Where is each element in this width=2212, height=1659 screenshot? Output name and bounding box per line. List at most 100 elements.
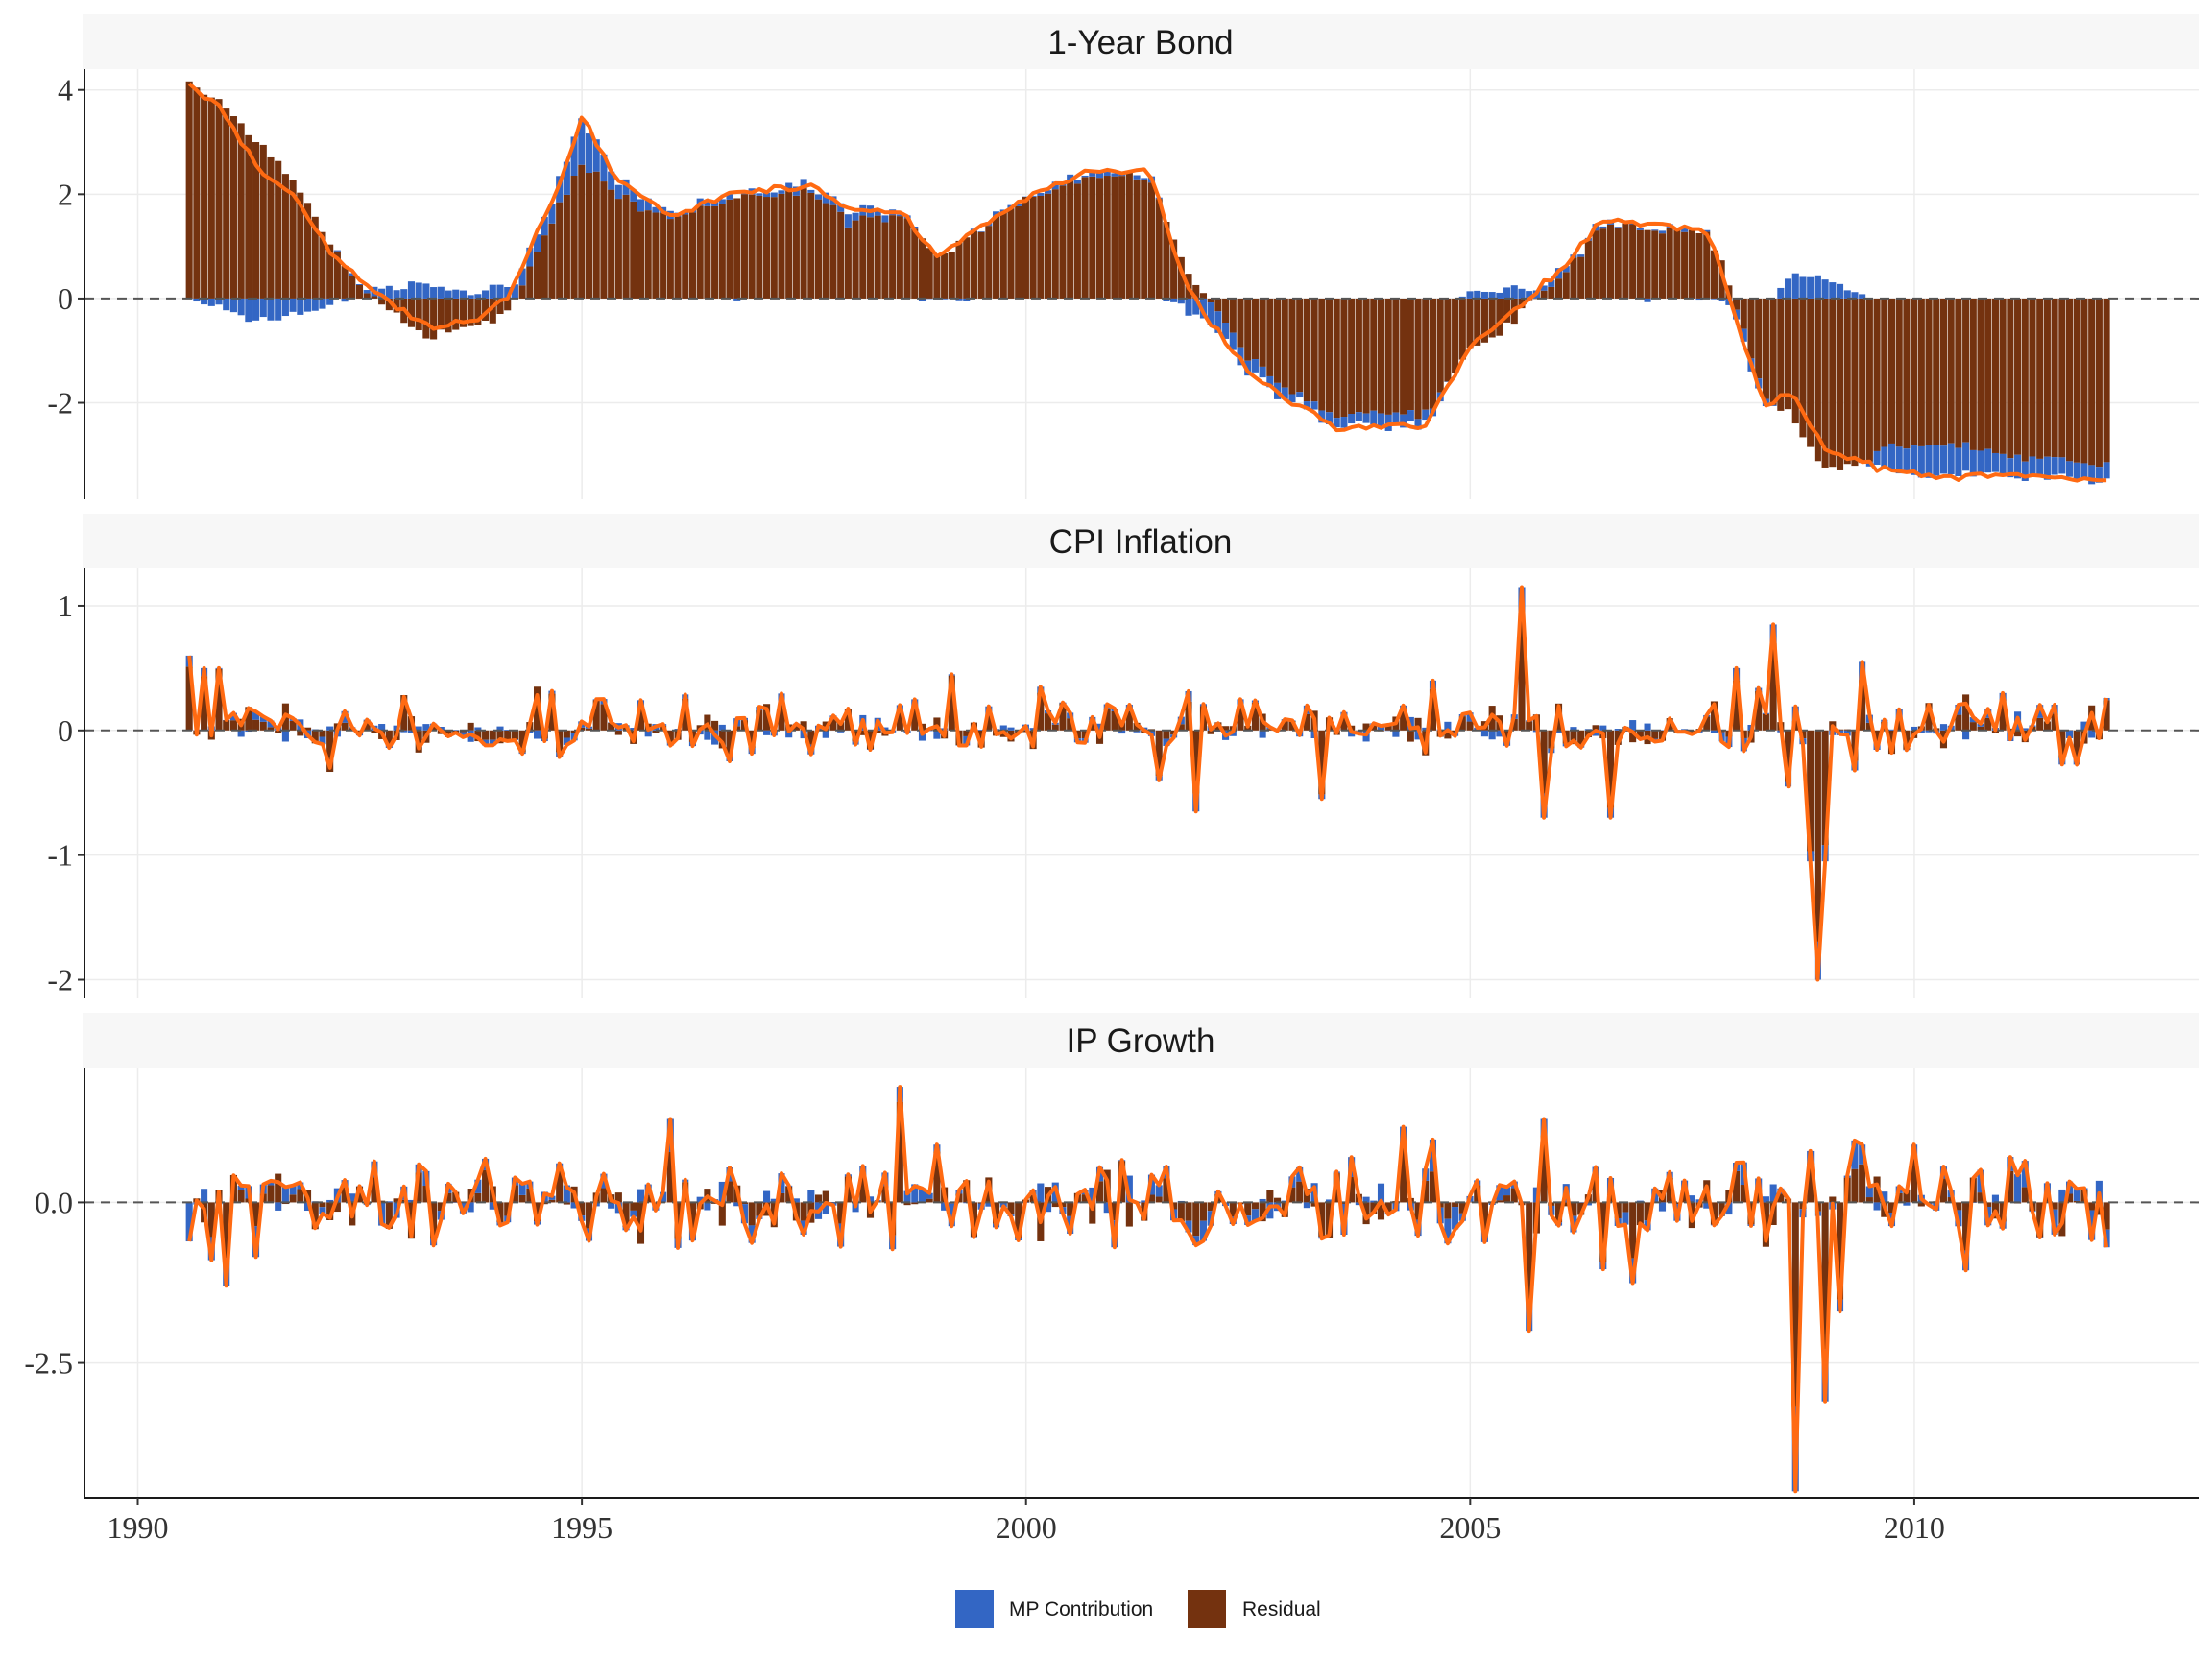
bar-residual xyxy=(1510,1188,1518,1203)
bar-residual xyxy=(2043,721,2051,731)
bar-residual xyxy=(1362,298,1370,414)
panel-title-ip: IP Growth xyxy=(1067,1022,1215,1060)
bar-residual xyxy=(511,1185,518,1203)
bar-residual xyxy=(926,1198,933,1203)
bar-mp xyxy=(999,725,1007,731)
bar-residual xyxy=(349,276,356,299)
bar-residual xyxy=(874,730,881,733)
bar-residual xyxy=(2073,730,2080,757)
bar-mp xyxy=(2021,728,2029,731)
bar-residual xyxy=(1444,1202,1452,1219)
bar-mp xyxy=(1458,296,1466,299)
bar-residual xyxy=(1681,231,1689,299)
bar-residual xyxy=(1044,713,1052,731)
bar-mp xyxy=(1310,401,1318,410)
bars-bond xyxy=(185,81,2110,485)
bar-residual xyxy=(185,81,193,299)
bar-mp xyxy=(1562,266,1570,273)
bar-residual xyxy=(1570,730,1577,745)
bar-residual xyxy=(1177,724,1185,731)
legend: MP Contribution Residual xyxy=(955,1590,1321,1628)
bar-residual xyxy=(1681,1190,1689,1203)
bar-residual xyxy=(303,203,312,299)
bar-mp xyxy=(2014,1174,2022,1203)
bar-residual xyxy=(1400,298,1407,415)
bar-mp xyxy=(1769,404,1777,406)
legend-swatch-residual xyxy=(1188,1590,1226,1628)
bar-residual xyxy=(1051,1202,1059,1208)
bar-residual xyxy=(1836,298,1844,470)
bar-residual xyxy=(1873,298,1881,451)
bar-mp xyxy=(437,286,445,299)
bar-residual xyxy=(1155,199,1163,299)
bar-residual xyxy=(918,238,926,299)
bar-mp xyxy=(1444,721,1452,731)
bar-residual xyxy=(2095,298,2103,468)
bar-mp xyxy=(459,732,467,737)
bar-residual xyxy=(1939,1178,1948,1203)
bar-residual xyxy=(674,216,682,299)
bar-residual xyxy=(289,720,297,731)
bar-mp xyxy=(223,298,230,311)
bar-residual xyxy=(1429,1171,1437,1203)
bar-mp xyxy=(422,283,430,299)
bar-residual xyxy=(1281,298,1288,388)
bar-residual xyxy=(1962,694,1970,731)
bar-residual xyxy=(252,1202,260,1227)
bar-mp xyxy=(955,298,963,301)
bar-mp xyxy=(459,290,467,299)
bar-mp xyxy=(1170,298,1178,302)
bar-residual xyxy=(237,123,245,299)
bar-residual xyxy=(778,1192,785,1203)
bar-residual xyxy=(311,730,319,744)
bar-mp xyxy=(1392,412,1400,425)
bar-residual xyxy=(1865,1197,1873,1203)
bar-mp xyxy=(926,1192,933,1199)
bar-residual xyxy=(1296,298,1304,393)
bar-mp xyxy=(1984,448,1992,473)
bar-mp xyxy=(1873,450,1881,465)
panel-title-cpi: CPI Inflation xyxy=(1049,523,1233,561)
bar-residual xyxy=(1177,256,1185,299)
bar-residual xyxy=(859,215,867,299)
bar-residual xyxy=(1710,250,1718,299)
bar-residual xyxy=(1807,730,1815,852)
bar-residual xyxy=(1377,298,1385,414)
bar-mp xyxy=(281,298,289,317)
bar-residual xyxy=(1310,1202,1318,1207)
bar-residual xyxy=(1207,298,1214,303)
bar-residual xyxy=(267,1185,275,1203)
bar-residual xyxy=(1007,208,1015,299)
bar-mp xyxy=(1570,727,1577,731)
bar-residual xyxy=(1474,298,1481,346)
strip-bg-cpi xyxy=(83,514,2199,568)
bar-mp xyxy=(1969,449,1977,477)
bar-residual xyxy=(911,707,919,731)
bar-mp xyxy=(785,730,793,738)
bar-mp xyxy=(1207,302,1214,325)
bar-residual xyxy=(548,693,556,731)
bar-residual xyxy=(1414,717,1422,731)
bar-residual xyxy=(1266,729,1274,731)
bar-mp xyxy=(1355,412,1362,421)
bar-residual xyxy=(926,248,933,299)
bar-mp xyxy=(1688,1195,1695,1203)
bar-residual xyxy=(393,1198,400,1203)
bar-residual xyxy=(2014,298,2022,455)
bar-mp xyxy=(1037,1183,1045,1203)
bar-residual xyxy=(718,730,726,749)
bar-residual xyxy=(474,1192,482,1203)
bar-residual xyxy=(385,1202,393,1229)
bar-mp xyxy=(637,1189,645,1203)
bar-mp xyxy=(185,1202,193,1242)
bar-mp xyxy=(822,1202,830,1214)
bar-residual xyxy=(1606,224,1615,299)
bar-residual xyxy=(637,709,645,731)
bar-residual xyxy=(1133,179,1141,299)
bar-residual xyxy=(644,210,652,299)
bar-mp xyxy=(2080,721,2088,731)
bar-mp xyxy=(1111,173,1118,177)
bar-residual xyxy=(1829,1196,1837,1203)
bar-residual xyxy=(518,1194,526,1203)
y-axis-ip: -2.5 0.0 xyxy=(24,1068,85,1498)
